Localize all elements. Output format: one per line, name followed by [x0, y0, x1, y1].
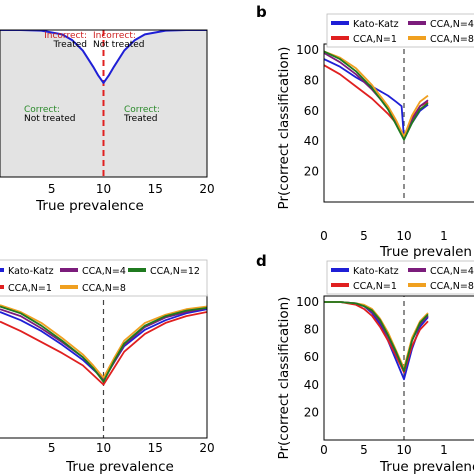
panel-d-xtick-label: 5 [360, 443, 368, 457]
panel-c-xtick-label: 20 [199, 441, 214, 455]
annotation-correct-right-l1: Correct: [124, 105, 160, 115]
panel-c-xtick-label: 5 [48, 441, 56, 455]
panel-a-xtick-label: 5 [48, 182, 56, 196]
panel-d-x-ticks: 0 5 10 1 [320, 443, 448, 457]
panel-b-y-ticks: 100 80 60 40 20 [296, 43, 319, 179]
panel-d-ytick-label: 100 [296, 295, 319, 309]
panel-a-xtick-label: 10 [96, 182, 111, 196]
panel-b-ytick-label: 100 [296, 43, 319, 57]
annotation-correct-right-l2: Treated [123, 114, 158, 124]
panel-c-plot [0, 295, 207, 438]
panel-b-series-line-1 [324, 58, 429, 140]
panel-b-legend-label-cca-n8: CCA,N=8 [430, 34, 474, 45]
panel-b-legend: Kato-Katz CCA,N=4 CCA,N=1 CCA,N=8 [326, 13, 474, 48]
panel-b-xlabel: True prevalen [379, 244, 472, 260]
panel-b-legend-box [326, 13, 474, 48]
panel-a-frame [0, 29, 208, 178]
panel-a-unshaded-area [0, 30, 207, 83]
panel-d-xtick-label: 10 [396, 443, 411, 457]
panel-a-series-line-1 [0, 30, 207, 84]
panel-a-x-ticks: 5 10 15 20 [48, 182, 215, 196]
panel-d-ytick-label: 60 [304, 350, 319, 364]
panel-d-xtick-label: 0 [320, 443, 328, 457]
panel-b-legend-label-kato-katz: Kato-Katz [353, 19, 399, 30]
panel-a-xlabel: True prevalence [35, 198, 144, 214]
panel-a-xtick-label: 15 [148, 182, 163, 196]
panel-d-frame [323, 295, 474, 441]
panel-b-series-line-4 [324, 50, 429, 138]
panel-d-legend-label-kato-katz: Kato-Katz [353, 266, 399, 277]
annotation-correct-left-l2: Not treated [24, 114, 76, 124]
panel-d-y-ticks: 100 80 60 40 20 [296, 295, 319, 419]
panel-c-legend-label-cca-n12: CCA,N=12 [150, 266, 200, 277]
panel-b-ytick-label: 40 [304, 134, 319, 148]
panel-a-xtick-label: 20 [199, 182, 214, 196]
panel-d-xtick-label: 1 [440, 443, 448, 457]
panel-c: Kato-Katz CCA,N=4 CCA,N=12 CCA,N=1 CCA,N… [0, 259, 215, 474]
annotation-incorrect-left-l1: Incorrect: [44, 31, 87, 41]
panel-b-series-line-5 [324, 50, 429, 141]
panel-c-legend-label-cca-n8: CCA,N=8 [82, 283, 126, 294]
annotation-incorrect-right-l1: Incorrect: [93, 31, 136, 41]
panel-d: d Pr(correct classification) 10080604020… [256, 252, 474, 474]
panel-c-series-line-5 [0, 305, 207, 383]
panel-d-legend: Kato-Katz CCA,N=4 CCA,N=1 CCA,N=8 [326, 260, 474, 295]
panel-d-series-line-4 [324, 301, 429, 370]
panel-d-legend-box [326, 260, 474, 295]
panel-c-legend-label-cca-n4: CCA,N=4 [82, 266, 126, 277]
panel-d-series-line-5 [324, 301, 429, 372]
panel-c-xtick-label: 15 [148, 441, 163, 455]
panel-a-plot [0, 30, 207, 177]
panel-c-x-ticks: 5 10 15 20 [48, 441, 215, 455]
panel-c-xtick-label: 10 [96, 441, 111, 455]
panel-c-xlabel: True prevalence [65, 459, 174, 474]
panel-d-legend-label-cca-n4: CCA,N=4 [430, 266, 474, 277]
panel-b-legend-label-cca-n1: CCA,N=1 [353, 34, 397, 45]
panel-d-plot [324, 296, 429, 440]
panel-c-legend-label-kato-katz: Kato-Katz [8, 266, 54, 277]
panel-c-series-line-4 [0, 304, 207, 379]
panel-b-legend-label-cca-n4: CCA,N=4 [430, 19, 474, 30]
panel-b-xtick-label: 5 [360, 229, 368, 243]
panel-b-x-ticks: 0 5 10 1 [320, 229, 448, 243]
panel-a: Incorrect: Treated Incorrect: Not treate… [0, 29, 215, 214]
panel-d-letter: d [256, 252, 267, 270]
panel-d-xlabel: True prevalenc [379, 459, 474, 474]
annotation-correct-left-l1: Correct: [24, 105, 60, 115]
panel-d-ytick-label: 80 [304, 323, 319, 337]
panel-d-legend-label-cca-n1: CCA,N=1 [353, 281, 397, 292]
panel-c-legend-box [0, 259, 208, 297]
panel-b-plot [324, 44, 429, 202]
panel-d-series-line-2 [324, 301, 429, 374]
panel-d-ytick-label: 20 [304, 405, 319, 419]
panel-b-ytick-label: 80 [304, 73, 319, 87]
panel-d-ylabel: Pr(correct classification) [276, 297, 292, 460]
panel-b-xtick-label: 0 [320, 229, 328, 243]
panel-b-xtick-label: 1 [440, 229, 448, 243]
panel-b-series-line-2 [324, 64, 429, 138]
annotation-incorrect-left-l2: Treated [52, 40, 87, 50]
panel-b-letter: b [256, 3, 267, 21]
annotation-incorrect-right-l2: Not treated [93, 40, 145, 50]
panel-c-series-line-2 [0, 311, 207, 386]
panel-d-legend-label-cca-n8: CCA,N=8 [430, 281, 474, 292]
panel-c-legend: Kato-Katz CCA,N=4 CCA,N=12 CCA,N=1 CCA,N… [0, 259, 208, 297]
panel-b-ylabel: Pr(correct classification) [276, 47, 292, 210]
panel-c-legend-label-cca-n1: CCA,N=1 [8, 283, 52, 294]
panel-b-xtick-label: 10 [396, 229, 411, 243]
panel-b-ytick-label: 60 [304, 104, 319, 118]
panel-b-ytick-label: 20 [304, 165, 319, 179]
panel-d-ytick-label: 40 [304, 378, 319, 392]
panel-b: b Pr(correct classification) 10080604020… [256, 3, 474, 260]
